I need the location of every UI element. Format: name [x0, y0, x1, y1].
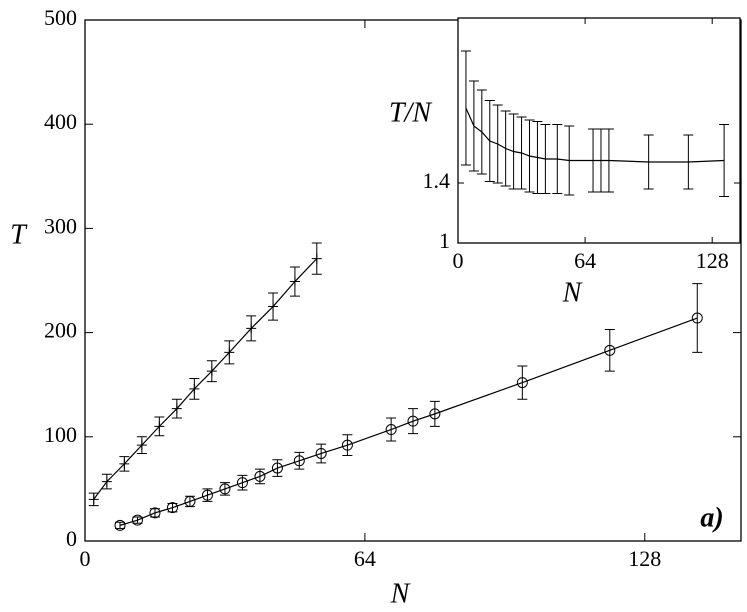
error-bar	[603, 128, 614, 193]
error-bar	[719, 124, 730, 197]
x-tick-label: 0	[80, 546, 91, 571]
marker	[293, 455, 305, 467]
marker	[206, 366, 217, 377]
marker	[184, 495, 196, 507]
y-tick-label: 500	[44, 5, 77, 30]
marker	[166, 502, 178, 514]
marker	[119, 458, 130, 469]
error-bar	[429, 400, 440, 427]
marker	[219, 483, 231, 495]
marker	[289, 276, 300, 287]
error-bar	[564, 125, 575, 196]
y-tick-label: 1.4	[423, 168, 451, 193]
error-bar	[516, 116, 527, 190]
y-tick-label: 300	[44, 213, 77, 238]
annotation: a)	[700, 502, 723, 533]
error-bar	[386, 417, 397, 442]
marker	[691, 312, 703, 324]
error-bar	[604, 328, 615, 372]
x-tick-label: 128	[696, 248, 729, 273]
error-bar	[342, 434, 353, 457]
y-tick-label: 100	[44, 422, 77, 447]
marker	[516, 377, 528, 389]
error-bar	[524, 119, 535, 193]
marker	[246, 323, 257, 334]
marker	[154, 421, 165, 432]
x-tick-label: 128	[628, 546, 661, 571]
error-bar	[683, 134, 694, 190]
error-bar	[460, 50, 471, 166]
error-bar	[540, 124, 551, 194]
error-bar	[219, 482, 230, 496]
plot-frame	[457, 17, 741, 244]
marker	[131, 514, 143, 526]
error-bar	[492, 104, 503, 184]
marker	[429, 408, 441, 420]
error-bar	[294, 451, 305, 470]
error-bar	[552, 124, 563, 194]
error-bar	[692, 283, 703, 353]
error-bar	[316, 443, 327, 464]
error-bar	[202, 488, 213, 502]
y-tick-label: 0	[66, 526, 77, 551]
error-bar	[484, 100, 495, 182]
marker	[201, 489, 213, 501]
marker	[268, 301, 279, 312]
marker	[101, 476, 112, 487]
error-bar	[468, 80, 479, 172]
marker	[407, 415, 419, 427]
error-bar	[500, 110, 511, 187]
marker	[189, 383, 200, 394]
marker	[271, 462, 283, 474]
marker	[254, 470, 266, 482]
y-tick-label: 1	[439, 228, 450, 253]
error-bar	[408, 408, 418, 435]
x-tick-label: 64	[574, 248, 596, 273]
marker	[224, 347, 235, 358]
error-bar	[272, 459, 283, 477]
marker	[315, 447, 327, 459]
marker	[604, 344, 616, 356]
marker	[171, 403, 182, 414]
marker	[114, 519, 126, 531]
marker	[385, 424, 397, 436]
marker	[149, 507, 161, 519]
marker	[341, 439, 353, 451]
y-axis-label: T/N	[389, 97, 432, 128]
y-tick-label: 400	[44, 109, 77, 134]
y-axis-label: T	[10, 219, 28, 250]
x-axis-label: N	[562, 277, 583, 308]
x-axis-label: N	[390, 578, 411, 609]
error-bar	[476, 89, 487, 175]
y-tick-label: 200	[44, 318, 77, 343]
marker	[236, 477, 248, 489]
marker	[88, 494, 99, 505]
error-bar	[517, 365, 528, 400]
marker	[311, 253, 322, 264]
x-tick-label: 0	[453, 248, 464, 273]
error-bar	[643, 134, 654, 190]
x-tick-label: 64	[354, 546, 376, 571]
marker	[136, 440, 147, 451]
